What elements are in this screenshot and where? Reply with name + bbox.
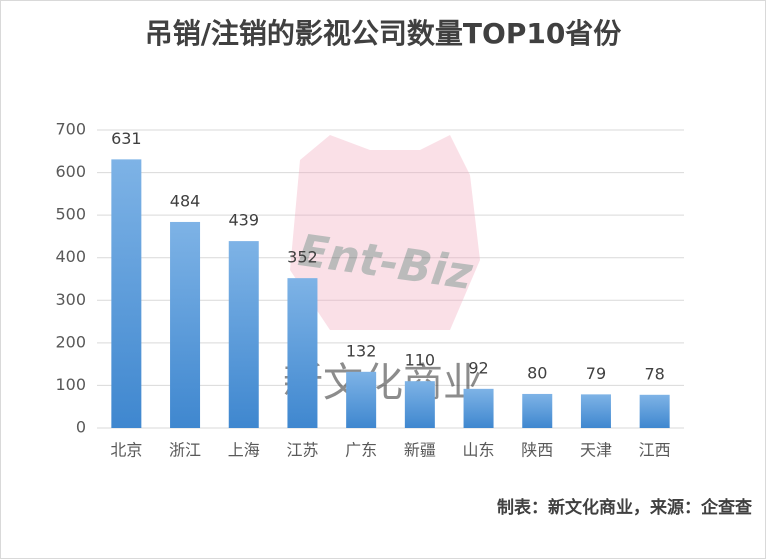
x-tick-label: 广东 [345, 441, 377, 460]
value-label: 92 [468, 358, 488, 377]
x-tick-label: 江西 [639, 441, 671, 460]
watermark-shape [290, 135, 480, 330]
y-tick-label: 700 [55, 120, 86, 139]
x-tick-label: 北京 [110, 441, 142, 460]
bar [346, 371, 377, 428]
x-tick-label: 天津 [580, 441, 612, 460]
x-tick-label: 浙江 [169, 441, 201, 460]
y-tick-label: 300 [55, 290, 86, 309]
bar [522, 393, 553, 428]
chart-title: 吊销/注销的影视公司数量TOP10省份 [145, 17, 622, 50]
value-label: 79 [586, 364, 606, 383]
y-tick-label: 400 [55, 247, 86, 266]
bar [463, 388, 494, 428]
value-label: 631 [111, 129, 142, 148]
bar [404, 381, 435, 428]
bar [111, 159, 142, 429]
footer: 制表：新文化商业，来源：企查查 [497, 497, 753, 518]
value-label: 78 [644, 364, 664, 383]
value-label: 80 [527, 363, 547, 382]
y-tick-label: 100 [55, 375, 86, 394]
value-label: 439 [228, 211, 259, 230]
bar [287, 278, 318, 428]
value-label: 352 [287, 248, 318, 267]
watermark: Ent-Biz [290, 135, 480, 330]
bar [228, 241, 259, 428]
bar [580, 394, 611, 428]
value-label: 484 [170, 191, 201, 210]
x-tick-label: 陕西 [521, 441, 553, 460]
y-tick-label: 500 [55, 205, 86, 224]
bar [170, 221, 201, 428]
y-tick-label: 200 [55, 332, 86, 351]
x-tick-label: 新疆 [404, 441, 436, 460]
x-tick-label: 上海 [228, 441, 260, 460]
bar [639, 394, 670, 428]
y-tick-label: 0 [76, 418, 86, 437]
value-label: 110 [405, 351, 436, 370]
y-tick-label: 600 [55, 162, 86, 181]
x-tick-label: 山东 [463, 441, 495, 460]
x-tick-label: 江苏 [286, 441, 318, 460]
value-label: 132 [346, 341, 377, 360]
